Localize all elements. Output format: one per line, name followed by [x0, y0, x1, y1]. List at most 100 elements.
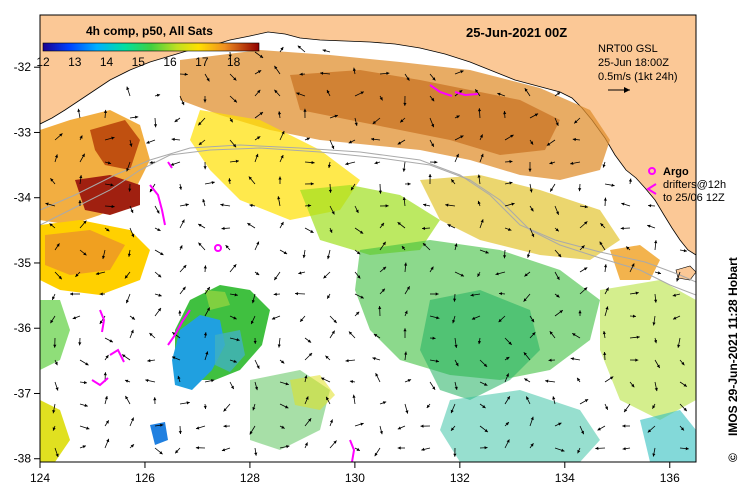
current-vector-head — [477, 340, 482, 345]
current-vector-head — [304, 375, 308, 379]
current-vector-head — [78, 200, 82, 204]
current-vector-head — [402, 197, 406, 201]
current-vector-head — [348, 331, 353, 335]
current-vector-head — [198, 242, 202, 246]
current-vector-head — [602, 164, 606, 168]
current-vector-head — [83, 380, 87, 385]
current-vector-head — [203, 99, 207, 103]
current-vector-head — [447, 224, 451, 228]
current-vector-head — [181, 101, 185, 106]
current-vector-head — [620, 226, 624, 230]
current-vector-head — [477, 200, 481, 205]
current-vector-head — [105, 355, 109, 359]
current-vector-head — [555, 228, 559, 232]
current-vector-head — [149, 188, 153, 193]
current-vector-head — [360, 295, 364, 299]
current-vector-head — [531, 233, 535, 238]
current-vector-head — [497, 92, 501, 96]
current-vector-head — [528, 168, 532, 172]
current-vector-head — [106, 228, 110, 232]
current-vector-head — [622, 447, 626, 451]
current-vector-head — [523, 352, 527, 356]
current-vector-head — [652, 322, 656, 326]
current-vector-head — [146, 140, 150, 144]
current-vector-head — [360, 422, 364, 426]
current-vector-head — [206, 307, 210, 311]
current-vector-head — [680, 427, 684, 431]
x-tick-label: 132 — [450, 471, 470, 485]
current-vector-head — [460, 273, 464, 277]
current-vector-head — [402, 168, 406, 172]
current-vector-head — [131, 417, 134, 421]
current-vector-head — [572, 137, 576, 142]
current-vector-head — [281, 425, 285, 429]
current-vector-head — [126, 86, 130, 90]
current-vector-head — [357, 275, 361, 279]
drifter-label-1: drifters@12h — [663, 179, 726, 191]
current-vector-head — [254, 452, 258, 456]
current-vector-head — [681, 361, 685, 366]
current-vector-head — [431, 97, 435, 102]
current-vector-head — [286, 445, 290, 449]
current-vector-head — [50, 319, 54, 324]
y-tick-label: -32 — [14, 60, 32, 74]
x-tick-label: 134 — [555, 471, 575, 485]
current-vector-head — [647, 224, 651, 228]
current-vector-head — [382, 241, 386, 246]
current-vector-head — [359, 230, 364, 234]
current-vector-head — [156, 210, 160, 214]
current-vector-head — [460, 135, 464, 139]
island — [675, 265, 696, 281]
current-vector-head — [499, 292, 503, 296]
current-vector-head — [584, 221, 588, 225]
current-vector-head — [299, 72, 303, 76]
current-vector-head — [198, 224, 202, 227]
y-tick-label: -38 — [14, 452, 32, 466]
x-tick-label: 130 — [345, 471, 365, 485]
current-vector-head — [125, 379, 129, 383]
current-vector-head — [454, 344, 458, 348]
current-vector-head — [597, 427, 601, 431]
current-vector-head — [203, 265, 207, 269]
current-vector-head — [648, 204, 652, 208]
current-vector-head — [158, 293, 162, 297]
current-vector-head — [303, 108, 307, 112]
y-tick-label: -35 — [14, 256, 32, 270]
current-vector-head — [374, 161, 378, 165]
current-vector-head — [506, 357, 510, 360]
current-vector-head — [271, 316, 276, 320]
current-vector-head — [310, 182, 314, 186]
current-vector-head — [352, 394, 356, 398]
current-vector-head — [672, 293, 676, 297]
current-vector-head — [577, 449, 581, 454]
current-vector-head — [206, 78, 210, 82]
current-vector-head — [647, 429, 652, 433]
current-vector-head — [498, 318, 502, 323]
current-vector-head — [599, 241, 603, 245]
current-vector-head — [400, 119, 404, 123]
current-vector-head — [421, 447, 425, 451]
current-vector-head — [360, 91, 364, 95]
current-vector-head — [232, 143, 237, 148]
current-vector-head — [600, 223, 604, 227]
colorbar: 4h comp, p50, All Sats 12 13 14 15 16 17 18 — [36, 24, 260, 69]
current-vector-head — [524, 378, 528, 382]
current-vector-head — [460, 70, 464, 74]
current-vector-head — [235, 159, 239, 163]
current-vector-head — [605, 287, 609, 291]
current-vector-head — [308, 204, 312, 208]
current-vector-head — [574, 120, 578, 124]
current-vector-head — [255, 153, 259, 158]
current-vector-head — [105, 420, 109, 424]
current-vector-head — [249, 203, 253, 208]
current-vector-head — [406, 77, 410, 81]
current-vector-head — [509, 181, 513, 185]
current-vector-head — [550, 188, 554, 192]
current-vector-head — [484, 429, 488, 433]
current-vector-head — [453, 453, 457, 457]
current-vector-head — [126, 168, 130, 172]
current-vector-head — [128, 188, 132, 192]
current-vector-head — [81, 153, 85, 158]
current-vector-head — [556, 294, 560, 298]
